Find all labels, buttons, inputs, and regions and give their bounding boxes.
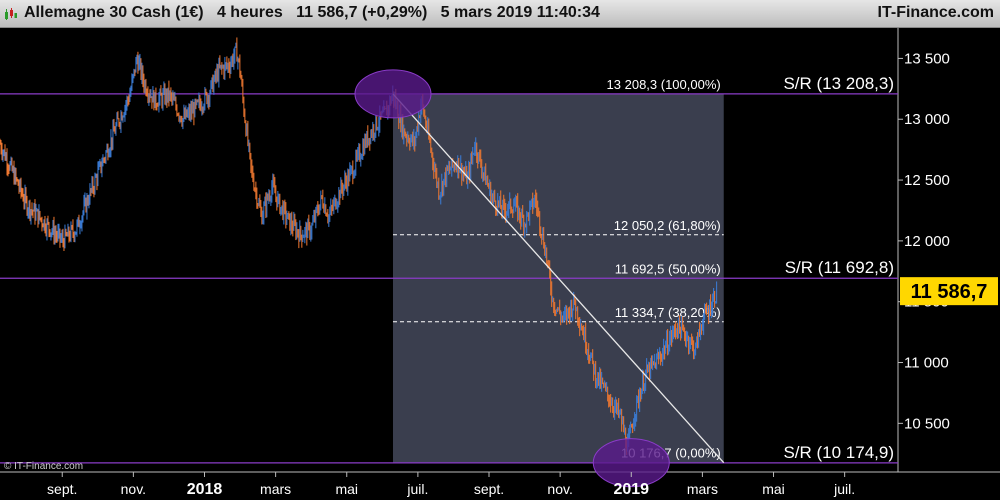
trend-line-group <box>392 93 725 464</box>
last-price-box <box>900 277 998 306</box>
x-tick-label: mars <box>687 481 718 497</box>
x-tick-label: nov. <box>121 481 146 497</box>
highlight-circle <box>592 438 670 488</box>
chart-header: Allemagne 30 Cash (1€) 4 heures 11 586,7… <box>0 0 1000 28</box>
y-tick-label: 12 500 <box>904 172 950 189</box>
x-tick-label: sept. <box>47 481 77 497</box>
fib-level-label: 11 334,7 (38,20%) <box>615 305 721 320</box>
last-price-group: 11 586,7 <box>900 277 998 306</box>
price-chart[interactable]: S/R (13 208,3) S/R (11 692,8) S/R (10 174,… <box>0 28 1000 500</box>
candlestick-icon <box>5 8 17 20</box>
x-tick-label: sept. <box>474 481 504 497</box>
axis-frame <box>0 28 1000 473</box>
x-tick-label: juil. <box>833 481 855 497</box>
y-tick-label: 12 000 <box>904 233 950 250</box>
support-resistance-lines: S/R (13 208,3) S/R (11 692,8) S/R (10 174,… <box>0 74 898 464</box>
sr-label: S/R (10 174,9) <box>783 443 894 462</box>
highlight-circle <box>354 69 432 119</box>
sr-label: S/R (11 692,8) <box>785 258 894 277</box>
x-tick-label: 2018 <box>187 481 223 498</box>
trend-line <box>392 93 725 464</box>
x-tick-label: mai <box>335 481 358 497</box>
highlight-circles <box>354 69 670 488</box>
x-tick-label: mai <box>762 481 785 497</box>
y-tick-label: 13 000 <box>904 111 950 128</box>
fib-level-label: 11 692,5 (50,00%) <box>615 261 721 276</box>
x-tick-label: juil. <box>406 481 428 497</box>
y-tick-label: 13 500 <box>904 50 950 67</box>
fib-level-label: 12 050,2 (61,80%) <box>614 218 721 233</box>
fib-level-label: 13 208,3 (100,00%) <box>607 77 721 92</box>
last-price-label: 11 586,7 <box>911 281 988 303</box>
chart-title: Allemagne 30 Cash (1€) 4 heures 11 586,7… <box>24 4 600 21</box>
watermark: © IT-Finance.com <box>4 461 83 472</box>
y-tick-label: 10 500 <box>904 415 950 432</box>
y-tick-label: 11 000 <box>904 355 949 372</box>
x-tick-label: nov. <box>547 481 572 497</box>
fibonacci-levels: 13 208,3 (100,00%) 12 050,2 (61,80%) 11 69… <box>392 77 724 461</box>
x-tick-label: 2019 <box>613 481 649 498</box>
brand-logo: IT-Finance.com <box>877 4 994 21</box>
x-tick-label: mars <box>260 481 291 497</box>
x-axis: sept. nov. 2018 mars mai juil. sept. nov. 2019 ma… <box>47 472 855 498</box>
sr-label: S/R (13 208,3) <box>783 74 894 93</box>
